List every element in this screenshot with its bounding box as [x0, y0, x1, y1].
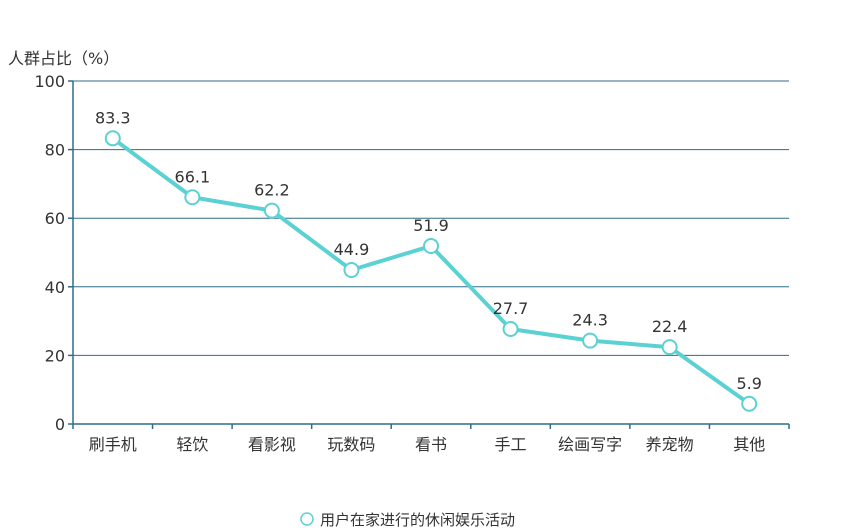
x-tick-label: 看影视: [248, 435, 296, 454]
x-tick-labels: 刷手机 轻饮 看影视 玩数码 看书 手工 绘画写字 养宠物 其他: [89, 435, 765, 454]
x-tick-label: 轻饮: [176, 435, 208, 454]
y-tick-label: 100: [34, 72, 65, 91]
data-point[interactable]: [184, 189, 201, 206]
data-label: 27.7: [493, 299, 529, 318]
data-point[interactable]: [661, 339, 678, 356]
series: [104, 130, 758, 412]
data-point[interactable]: [263, 202, 280, 219]
data-labels: 83.3 66.1 62.2 44.9 51.9 27.7 24.3 22.4 5.9: [95, 108, 762, 392]
data-point[interactable]: [741, 395, 758, 412]
legend-label: 用户在家进行的休闲娱乐活动: [320, 511, 515, 529]
data-label: 62.2: [254, 181, 290, 200]
x-tick-label: 手工: [495, 435, 527, 454]
x-tick-label: 刷手机: [89, 435, 137, 454]
data-label: 24.3: [572, 311, 608, 330]
data-label: 83.3: [95, 108, 131, 127]
y-tick-label: 20: [45, 346, 65, 365]
y-tick-label: 80: [45, 141, 65, 160]
x-tick-label: 其他: [733, 435, 765, 454]
y-tick-labels: 0 20 40 60 80 100: [34, 72, 65, 434]
legend[interactable]: 用户在家进行的休闲娱乐活动: [300, 511, 515, 529]
data-label: 44.9: [334, 240, 370, 259]
data-label: 5.9: [736, 374, 761, 393]
x-tick-label: 绘画写字: [558, 435, 622, 454]
x-tick-label: 看书: [415, 435, 447, 454]
data-point[interactable]: [343, 261, 360, 278]
data-label: 51.9: [413, 216, 449, 235]
data-point[interactable]: [502, 320, 519, 337]
data-label: 22.4: [652, 317, 688, 336]
y-axis-title: 人群占比（%）: [8, 49, 119, 68]
axes: [72, 81, 789, 425]
data-point[interactable]: [582, 332, 599, 349]
data-point[interactable]: [104, 130, 121, 147]
data-point[interactable]: [423, 237, 439, 254]
y-tick-label: 0: [55, 415, 65, 434]
data-label: 66.1: [175, 167, 211, 186]
x-tick-label: 玩数码: [327, 435, 375, 454]
legend-marker: [300, 512, 314, 526]
y-tick-label: 40: [45, 278, 65, 297]
grid-lines: [68, 80, 790, 429]
y-tick-label: 60: [45, 209, 65, 228]
x-tick-label: 养宠物: [646, 435, 694, 454]
